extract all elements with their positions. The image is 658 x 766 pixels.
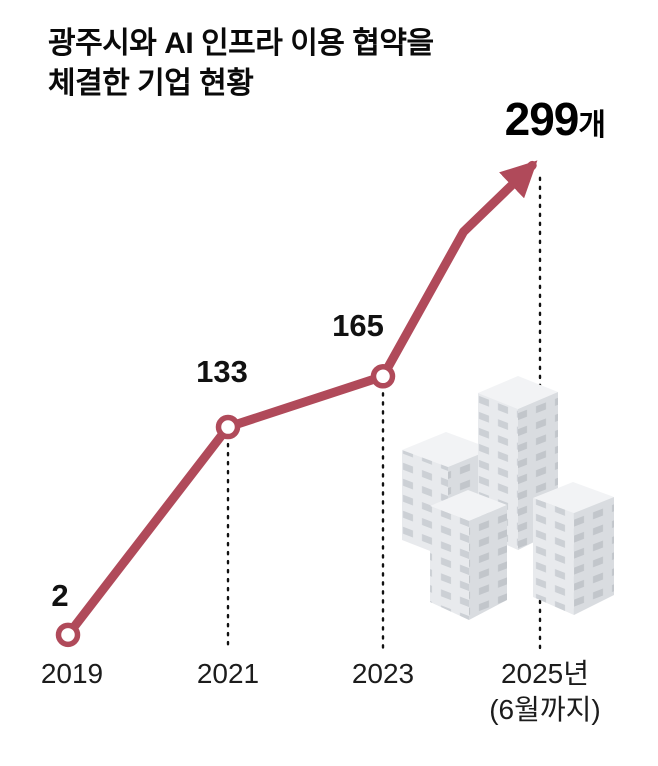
end-value-number: 299 <box>504 93 580 145</box>
axis-label-2025-note: (6월까지) <box>489 694 601 726</box>
data-point-circle <box>370 364 396 389</box>
value-label-2021: 133 <box>196 354 248 389</box>
data-point-circle <box>215 414 241 440</box>
axis-label-2025-year: 2025년 <box>500 658 590 689</box>
building-front-left <box>430 490 507 620</box>
end-value-unit: 개 <box>578 109 606 142</box>
value-label-2023: 165 <box>332 308 384 343</box>
chart-title-line1: 광주시와 AI 인프라 이용 협약을 <box>48 27 434 60</box>
buildings-illustration <box>402 376 614 620</box>
trend-series <box>55 160 538 648</box>
building-front-right <box>533 482 614 615</box>
chart-title-line2: 체결한 기업 현황 <box>48 66 254 100</box>
axis-label-2019: 2019 <box>40 658 104 689</box>
data-point-circle <box>55 622 81 648</box>
axis-label-2023: 2023 <box>351 658 415 689</box>
axis-label-2025: 2025년 (6월까지) <box>462 656 628 729</box>
chart-title: 광주시와 AI 인프라 이용 협약을 체결한 기업 현황 <box>48 24 434 103</box>
value-label-2019: 2 <box>51 578 69 613</box>
axis-label-2021: 2021 <box>196 658 260 689</box>
value-label-2025: 299개 <box>420 92 606 146</box>
